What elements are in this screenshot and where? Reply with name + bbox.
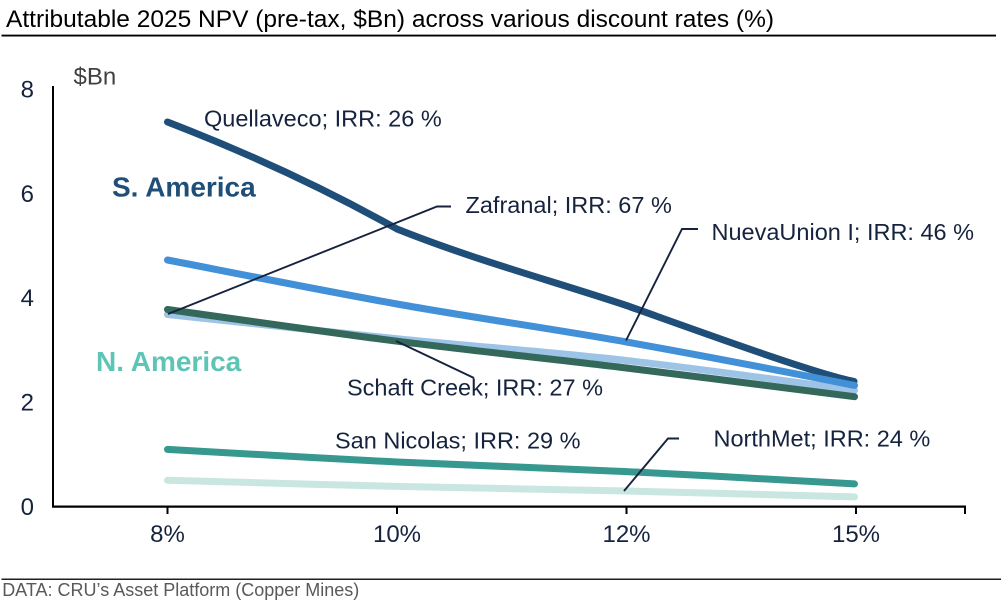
svg-text:DATA: CRU’s Asset Platform (Co: DATA: CRU’s Asset Platform (Copper Mines… bbox=[2, 580, 359, 600]
svg-text:Quellaveco; IRR: 26 %: Quellaveco; IRR: 26 % bbox=[204, 106, 442, 132]
svg-text:San Nicolas; IRR: 29 %: San Nicolas; IRR: 29 % bbox=[335, 428, 581, 454]
svg-text:S. America: S. America bbox=[112, 171, 256, 202]
svg-text:0: 0 bbox=[21, 494, 34, 521]
svg-text:8: 8 bbox=[21, 77, 34, 104]
svg-text:N. America: N. America bbox=[96, 346, 242, 377]
svg-text:2: 2 bbox=[21, 390, 34, 417]
svg-text:Attributable 2025 NPV (pre-tax: Attributable 2025 NPV (pre-tax, $Bn) acr… bbox=[6, 6, 774, 33]
svg-text:15%: 15% bbox=[832, 521, 880, 548]
svg-text:Zafranal; IRR: 67 %: Zafranal; IRR: 67 % bbox=[466, 192, 672, 218]
svg-text:Schaft Creek; IRR: 27 %: Schaft Creek; IRR: 27 % bbox=[347, 375, 603, 401]
svg-text:10%: 10% bbox=[373, 521, 421, 548]
svg-text:12%: 12% bbox=[602, 521, 650, 548]
svg-text:6: 6 bbox=[21, 181, 34, 208]
svg-text:$Bn: $Bn bbox=[74, 64, 117, 91]
svg-text:NuevaUnion I; IRR: 46 %: NuevaUnion I; IRR: 46 % bbox=[712, 219, 975, 245]
svg-text:4: 4 bbox=[21, 285, 34, 312]
svg-text:NorthMet; IRR: 24 %: NorthMet; IRR: 24 % bbox=[714, 426, 931, 452]
svg-text:8%: 8% bbox=[150, 521, 185, 548]
